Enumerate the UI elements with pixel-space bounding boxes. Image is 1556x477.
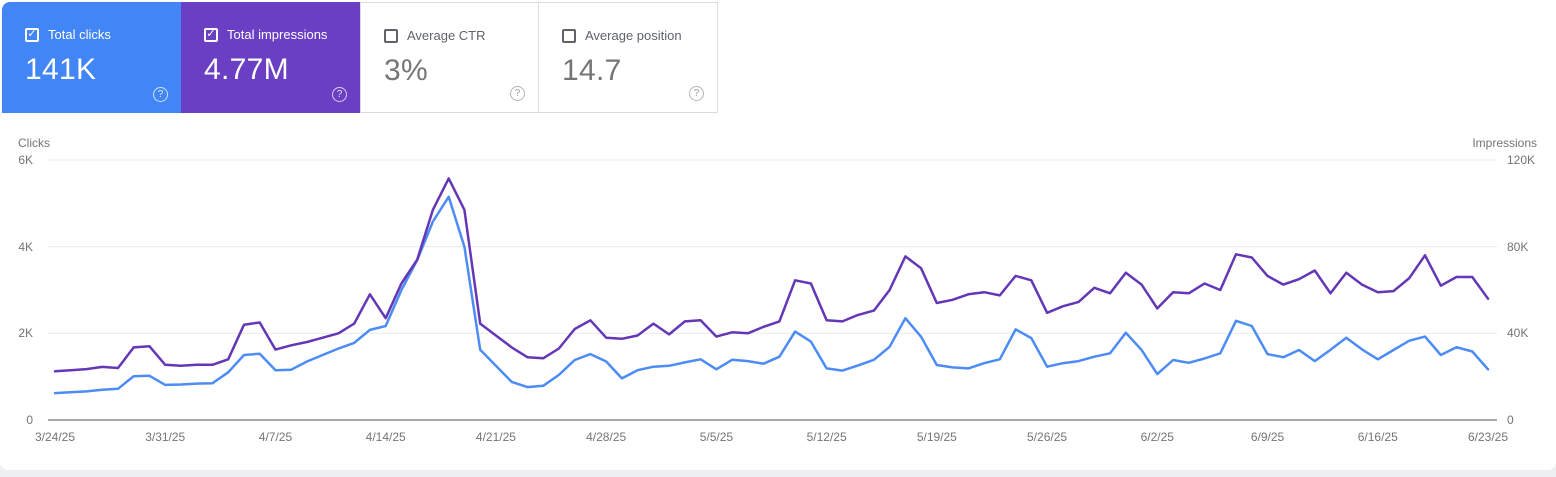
help-icon[interactable]: ? (332, 87, 347, 102)
x-axis-date-label: 6/2/25 (1140, 430, 1174, 444)
x-axis-date-label: 5/26/25 (1027, 430, 1068, 444)
right-axis-tick: 40K (1507, 326, 1529, 341)
help-icon[interactable]: ? (153, 87, 168, 102)
x-axis-date-label: 5/19/25 (916, 430, 957, 444)
average-ctr-label: Average CTR (407, 28, 486, 43)
metric-cards-row: ✓ Total clicks 141K ? ✓ Total impression… (2, 2, 718, 113)
left-axis-tick: 6K (18, 153, 33, 167)
right-axis-tick: 80K (1507, 239, 1529, 254)
total-clicks-checkbox[interactable]: ✓ (25, 27, 39, 42)
total-impressions-value: 4.77M (204, 53, 289, 86)
chart-hover-area[interactable] (48, 158, 1497, 420)
x-axis-date-label: 4/21/25 (475, 430, 516, 444)
x-axis-date-label: 3/31/25 (145, 430, 186, 444)
card-total-impressions[interactable]: ✓ Total impressions 4.77M ? (181, 2, 360, 113)
card-average-position[interactable]: Average position 14.7 ? (539, 2, 718, 113)
clicks-line (53, 195, 1490, 395)
average-ctr-value: 3% (384, 54, 428, 87)
x-axis-date-label: 5/5/25 (699, 430, 734, 444)
average-position-checkbox[interactable] (562, 28, 576, 43)
impressions-line (53, 177, 1490, 373)
right-axis-tick: 0 (1507, 413, 1514, 427)
total-impressions-checkbox[interactable]: ✓ (204, 27, 218, 42)
average-position-label: Average position (585, 28, 682, 43)
x-axis-date-label: 5/12/25 (806, 430, 847, 444)
x-axis-date-label: 6/9/25 (1250, 430, 1285, 444)
average-position-value: 14.7 (562, 54, 622, 87)
average-ctr-checkbox[interactable] (384, 28, 398, 43)
right-axis-tick: 120K (1507, 153, 1536, 167)
left-axis-tick: 0 (26, 413, 33, 427)
x-axis-date-label: 4/28/25 (586, 430, 627, 444)
total-impressions-label: Total impressions (227, 27, 328, 42)
card-total-clicks[interactable]: ✓ Total clicks 141K ? (2, 2, 181, 113)
total-clicks-value: 141K (25, 53, 97, 86)
x-axis-date-label: 6/16/25 (1357, 430, 1398, 444)
x-axis-date-label: 3/24/25 (34, 430, 76, 444)
x-axis-date-label: 6/23/25 (1467, 430, 1509, 444)
card-average-ctr[interactable]: Average CTR 3% ? (360, 2, 539, 113)
help-icon[interactable]: ? (689, 86, 704, 101)
help-icon[interactable]: ? (510, 86, 525, 101)
left-axis-title: Clicks (18, 136, 50, 150)
right-axis-title: Impressions (1472, 136, 1537, 150)
x-axis-date-label: 4/7/25 (258, 430, 293, 444)
left-axis-tick: 2K (18, 326, 33, 341)
total-clicks-label: Total clicks (48, 27, 111, 42)
x-axis-date-label: 4/14/25 (365, 430, 406, 444)
left-axis-tick: 4K (18, 239, 33, 254)
